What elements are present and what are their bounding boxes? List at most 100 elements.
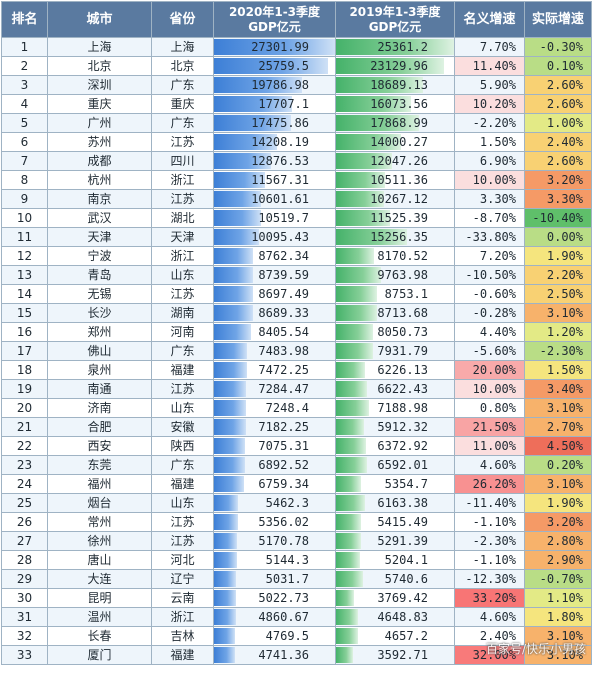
gdp-2020-data-bar	[214, 134, 277, 150]
cell-province: 天津	[151, 227, 214, 247]
cell-gdp-2019: 5354.7	[335, 474, 455, 494]
gdp-2019-data-bar	[336, 267, 382, 283]
cell-real-growth: 2.20%	[524, 265, 592, 285]
gdp-2019-value: 25361.2	[377, 40, 428, 54]
cell-rank: 8	[1, 170, 48, 190]
cell-real-growth: 0.20%	[524, 455, 592, 475]
gdp-2020-data-bar	[214, 609, 236, 625]
cell-gdp-2019: 10511.36	[335, 170, 455, 190]
cell-nominal-growth: -11.40%	[454, 493, 525, 513]
cell-real-growth: -2.30%	[524, 341, 592, 361]
gdp-2020-value: 7075.31	[258, 439, 309, 453]
cell-gdp-2019: 8713.68	[335, 303, 455, 323]
cell-city: 泉州	[47, 360, 152, 380]
gdp-2019-value: 12047.26	[370, 154, 428, 168]
cell-gdp-2020: 11567.31	[213, 170, 336, 190]
cell-rank: 13	[1, 265, 48, 285]
gdp-2020-data-bar	[214, 58, 329, 74]
cell-rank: 19	[1, 379, 48, 399]
gdp-2020-data-bar	[214, 229, 259, 245]
cell-real-growth: -0.70%	[524, 569, 592, 589]
table-row: 27 徐州 江苏 5170.78 5291.39 -2.30% 2.80%	[1, 531, 592, 551]
cell-gdp-2020: 7483.98	[213, 341, 336, 361]
cell-gdp-2019: 8170.52	[335, 246, 455, 266]
cell-rank: 15	[1, 303, 48, 323]
gdp-2020-data-bar	[214, 210, 261, 226]
gdp-2020-data-bar	[214, 533, 237, 549]
cell-nominal-growth: 20.00%	[454, 360, 525, 380]
gdp-2020-data-bar	[214, 476, 244, 492]
gdp-2020-value: 6759.34	[258, 477, 309, 491]
cell-gdp-2020: 10095.43	[213, 227, 336, 247]
cell-rank: 31	[1, 607, 48, 627]
cell-province: 北京	[151, 56, 214, 76]
cell-gdp-2020: 5022.73	[213, 588, 336, 608]
cell-gdp-2020: 5144.3	[213, 550, 336, 570]
gdp-2020-value: 27301.99	[251, 40, 309, 54]
gdp-2020-value: 17707.1	[258, 97, 309, 111]
cell-real-growth: 1.80%	[524, 607, 592, 627]
cell-real-growth: 3.10%	[524, 398, 592, 418]
gdp-2020-data-bar	[214, 324, 252, 340]
cell-gdp-2020: 7472.25	[213, 360, 336, 380]
cell-city: 武汉	[47, 208, 152, 228]
gdp-2020-value: 19786.98	[251, 78, 309, 92]
cell-province: 江苏	[151, 531, 214, 551]
table-row: 14 无锡 江苏 8697.49 8753.1 -0.60% 2.50%	[1, 284, 592, 304]
cell-province: 广东	[151, 341, 214, 361]
cell-rank: 26	[1, 512, 48, 532]
cell-gdp-2019: 7931.79	[335, 341, 455, 361]
cell-gdp-2020: 5031.7	[213, 569, 336, 589]
cell-nominal-growth: 10.00%	[454, 170, 525, 190]
header-gdp-2020: 2020年1-3季度 GDP亿元	[213, 1, 336, 38]
cell-province: 陕西	[151, 436, 214, 456]
cell-nominal-growth: -0.28%	[454, 303, 525, 323]
cell-city: 昆明	[47, 588, 152, 608]
gdp-2020-value: 6892.52	[258, 458, 309, 472]
gdp-2019-data-bar	[336, 647, 353, 663]
gdp-2019-data-bar	[336, 229, 407, 245]
table-row: 26 常州 江苏 5356.02 5415.49 -1.10% 3.20%	[1, 512, 592, 532]
cell-gdp-2019: 15256.35	[335, 227, 455, 247]
gdp-2019-data-bar	[336, 628, 358, 644]
cell-city: 北京	[47, 56, 152, 76]
cell-nominal-growth: -1.10%	[454, 550, 525, 570]
cell-city: 温州	[47, 607, 152, 627]
cell-gdp-2019: 9763.98	[335, 265, 455, 285]
gdp-2020-value: 7284.47	[258, 382, 309, 396]
gdp-2020-data-bar	[214, 172, 266, 188]
gdp-2020-value: 5462.3	[265, 496, 309, 510]
gdp-2020-value: 8689.33	[258, 306, 309, 320]
table-row: 16 郑州 河南 8405.54 8050.73 4.40% 1.20%	[1, 322, 592, 342]
gdp-2019-value: 5415.49	[377, 515, 428, 529]
cell-nominal-growth: -2.30%	[454, 531, 525, 551]
table-row: 8 杭州 浙江 11567.31 10511.36 10.00% 3.20%	[1, 170, 592, 190]
gdp-2020-value: 7483.98	[258, 344, 309, 358]
cell-real-growth: 1.20%	[524, 322, 592, 342]
cell-gdp-2020: 4741.36	[213, 645, 336, 665]
cell-gdp-2020: 6759.34	[213, 474, 336, 494]
gdp-2019-value: 5740.6	[384, 572, 428, 586]
table-row: 5 广州 广东 17475.86 17868.99 -2.20% 1.00%	[1, 113, 592, 133]
cell-gdp-2020: 7182.25	[213, 417, 336, 437]
cell-nominal-growth: 7.70%	[454, 37, 525, 57]
cell-rank: 24	[1, 474, 48, 494]
gdp-2020-value: 7472.25	[258, 363, 309, 377]
cell-rank: 30	[1, 588, 48, 608]
cell-gdp-2019: 6592.01	[335, 455, 455, 475]
cell-nominal-growth: 11.40%	[454, 56, 525, 76]
gdp-2019-data-bar	[336, 77, 423, 93]
gdp-2020-value: 8697.49	[258, 287, 309, 301]
cell-rank: 1	[1, 37, 48, 57]
table-row: 13 青岛 山东 8739.59 9763.98 -10.50% 2.20%	[1, 265, 592, 285]
cell-city: 唐山	[47, 550, 152, 570]
cell-real-growth: 1.90%	[524, 493, 592, 513]
cell-gdp-2019: 6372.92	[335, 436, 455, 456]
cell-city: 福州	[47, 474, 152, 494]
cell-real-growth: -10.40%	[524, 208, 592, 228]
cell-gdp-2019: 4657.2	[335, 626, 455, 646]
table-row: 24 福州 福建 6759.34 5354.7 26.20% 3.10%	[1, 474, 592, 494]
cell-nominal-growth: -10.50%	[454, 265, 525, 285]
gdp-2019-value: 5204.1	[384, 553, 428, 567]
cell-real-growth: 3.10%	[524, 645, 592, 665]
